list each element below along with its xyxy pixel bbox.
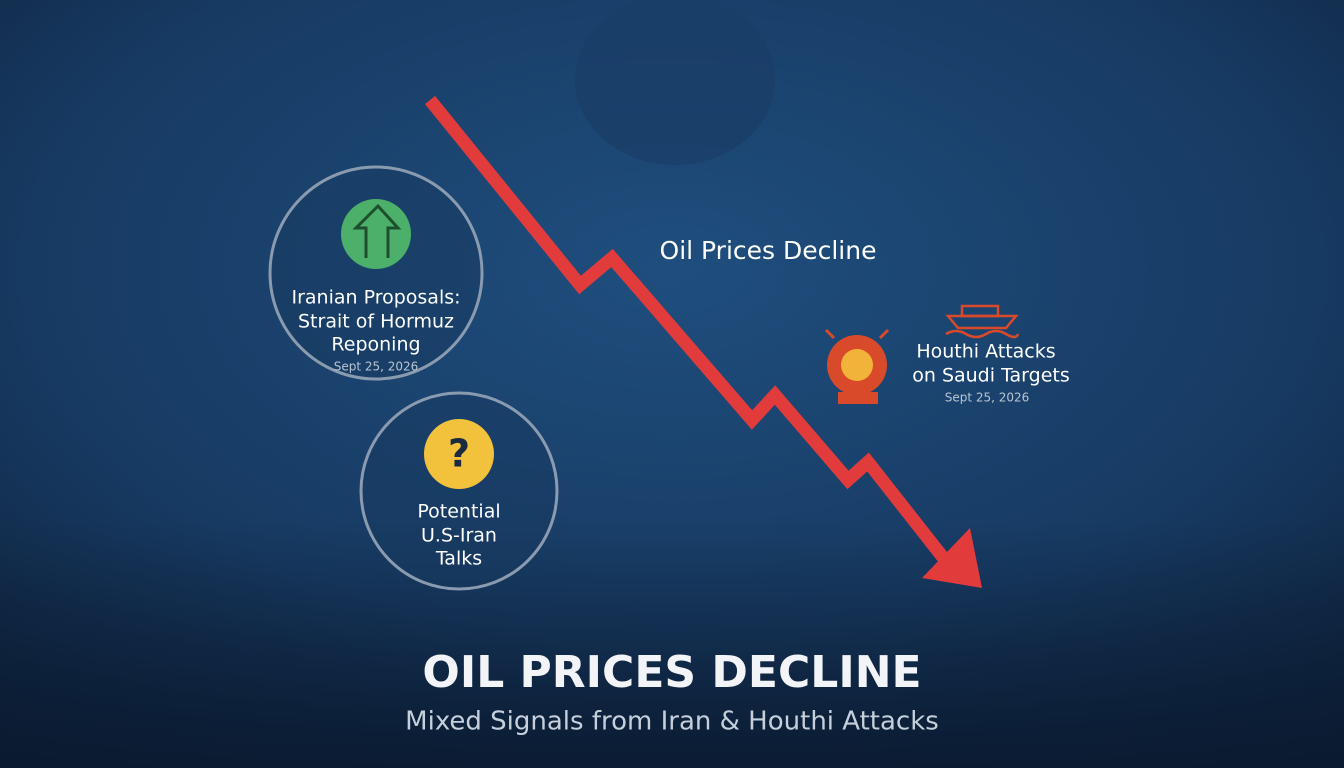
smoke bbox=[575, 0, 775, 165]
icon-text: ? bbox=[448, 432, 470, 476]
event-text: Reponing bbox=[331, 334, 420, 356]
event-icon bbox=[341, 199, 411, 269]
arrow-label: Oil Prices Decline bbox=[660, 236, 877, 265]
decline-arrow bbox=[424, 95, 951, 565]
event-date: Sept 25, 2026 bbox=[945, 391, 1030, 405]
background-shade bbox=[0, 520, 1344, 768]
event-circle bbox=[268, 165, 484, 381]
event-text: U.S-Iran bbox=[421, 525, 497, 547]
event-text: Houthi Attacks bbox=[916, 341, 1055, 363]
footer-subtitle: Mixed Signals from Iran & Houthi Attacks bbox=[405, 707, 939, 737]
explosion-icon bbox=[824, 328, 890, 404]
arrow-head bbox=[922, 528, 982, 588]
event-text: Talks bbox=[435, 548, 482, 570]
event-text: Strait of Hormuz bbox=[298, 311, 454, 333]
icon-arrow bbox=[352, 203, 402, 258]
event-text: Iranian Proposals: bbox=[291, 287, 460, 309]
event-circle bbox=[359, 391, 559, 591]
event-text: Potential bbox=[417, 501, 500, 523]
event-date: Sept 25, 2026 bbox=[334, 360, 419, 374]
ship-icon bbox=[945, 304, 1020, 339]
event-icon bbox=[424, 419, 494, 489]
event-text: on Saudi Targets bbox=[912, 365, 1070, 387]
footer-title: OIL PRICES DECLINE bbox=[422, 647, 921, 698]
